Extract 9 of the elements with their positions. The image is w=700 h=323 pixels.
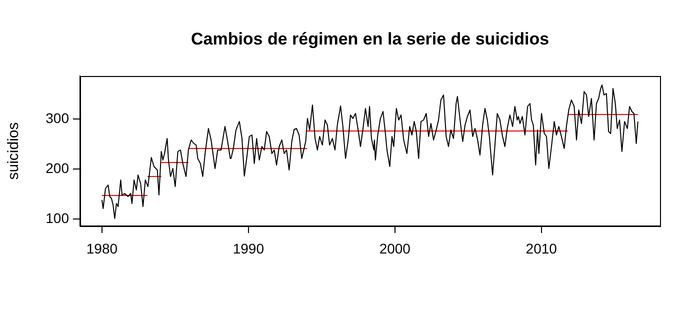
x-tick-label: 2000 xyxy=(379,240,411,256)
chart-title: Cambios de régimen en la serie de suicidios xyxy=(190,30,550,49)
x-tick-label: 1980 xyxy=(86,240,118,256)
x-tick-label: 2010 xyxy=(526,240,558,256)
y-axis-title: suicidios xyxy=(5,122,22,180)
x-tick-label: 1990 xyxy=(232,240,264,256)
y-tick-label: 300 xyxy=(46,110,70,126)
y-tick-label: 200 xyxy=(46,160,70,176)
y-tick-label: 100 xyxy=(46,210,70,226)
